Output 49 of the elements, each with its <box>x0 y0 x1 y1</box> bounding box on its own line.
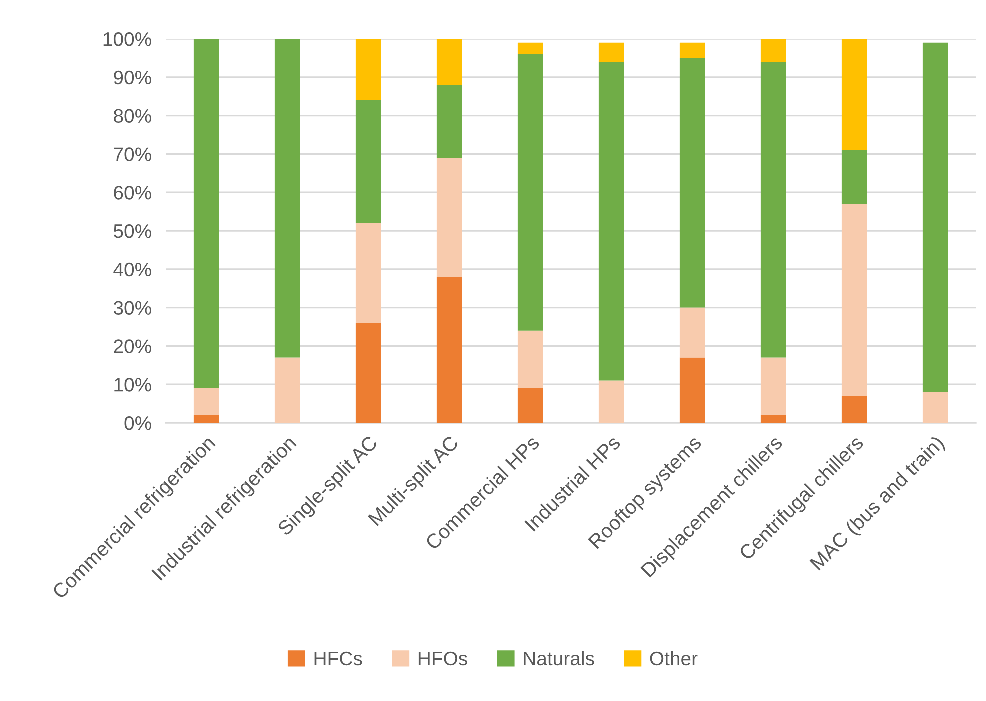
bar <box>194 39 220 388</box>
legend-label: Other <box>650 651 698 666</box>
bar <box>356 100 382 224</box>
y-tick-label: 30% <box>114 301 152 316</box>
y-tick-label: 0% <box>124 416 152 430</box>
bar <box>842 150 868 204</box>
bar <box>518 388 544 423</box>
bar <box>842 204 868 396</box>
bar <box>842 39 868 150</box>
bar <box>842 396 868 423</box>
bar <box>518 330 544 388</box>
bar <box>922 42 948 392</box>
y-tick-label: 60% <box>114 186 152 200</box>
bar <box>518 54 544 331</box>
y-tick-label: 10% <box>114 378 152 392</box>
y-tick-label: 90% <box>114 70 152 85</box>
bar <box>598 62 624 381</box>
legend-label: HFOs <box>418 652 468 666</box>
bar <box>356 323 382 423</box>
bar <box>436 39 462 86</box>
bar <box>436 158 462 278</box>
bar <box>356 39 382 100</box>
legend-label: Naturals <box>524 651 594 666</box>
bar <box>680 42 706 58</box>
bar <box>760 39 786 62</box>
bar <box>680 308 706 358</box>
bar <box>598 380 624 423</box>
legend-label: HFCs <box>314 652 362 666</box>
bar <box>194 415 220 423</box>
y-tick-label: 100% <box>104 32 152 46</box>
bar <box>760 62 786 358</box>
bar <box>436 277 462 423</box>
y-tick-label: 40% <box>114 262 152 277</box>
bar <box>760 415 786 423</box>
bar <box>922 392 948 423</box>
y-tick-label: 20% <box>114 340 152 354</box>
bar <box>274 358 300 423</box>
y-tick-label: 70% <box>114 148 152 162</box>
bar <box>598 42 624 62</box>
bar <box>436 85 462 158</box>
bar <box>680 358 706 423</box>
bar <box>194 388 220 416</box>
bar <box>274 39 300 358</box>
bar <box>518 42 544 54</box>
bar <box>760 358 786 416</box>
bar <box>356 223 382 324</box>
y-tick-label: 50% <box>114 224 152 238</box>
bar <box>680 58 706 308</box>
y-tick-label: 80% <box>114 109 152 124</box>
